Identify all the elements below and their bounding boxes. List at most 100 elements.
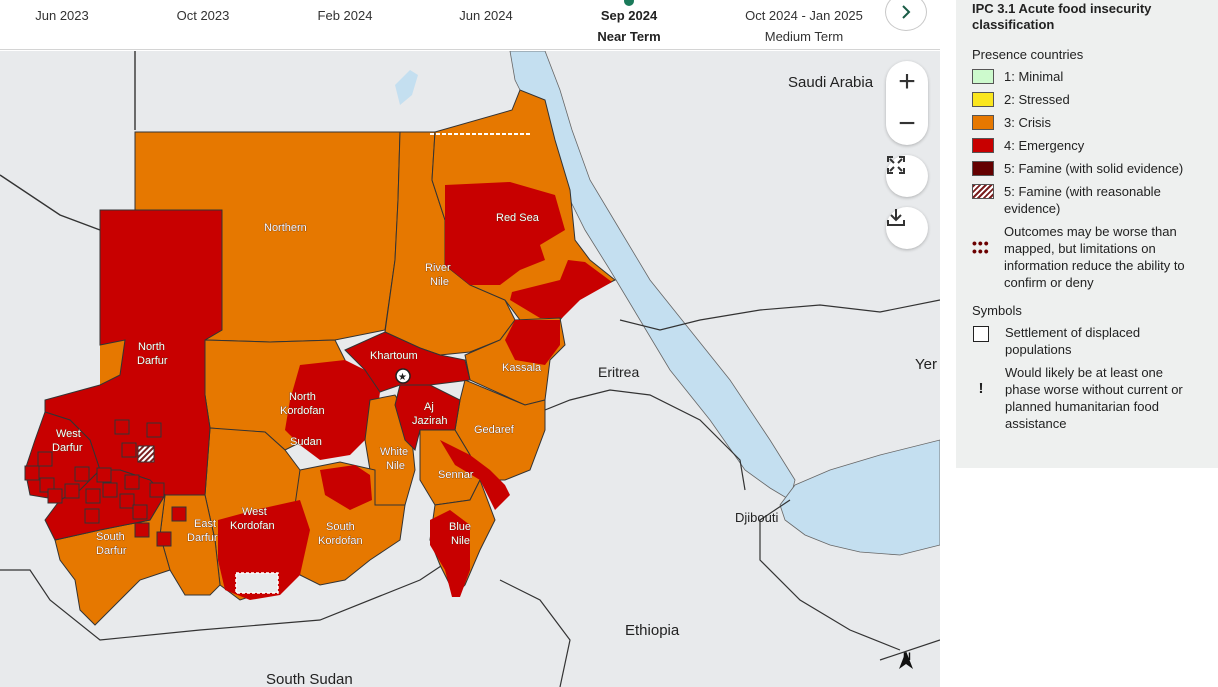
region-north-kordofan-red xyxy=(285,360,380,460)
timeline-bar: Jun 2023 Oct 2023 Feb 2024 Jun 2024 Sep … xyxy=(0,0,940,50)
timeline-label: Jun 2024 xyxy=(459,8,513,23)
north-arrow: N xyxy=(898,651,916,669)
label-west-darfur-1: West xyxy=(56,428,81,440)
timeline-next-button[interactable] xyxy=(885,0,927,31)
swatch-crisis xyxy=(972,115,994,130)
swatch-stressed xyxy=(972,92,994,107)
timeline-item-jun-2023[interactable]: Jun 2023 xyxy=(0,8,132,23)
region-sk-red xyxy=(320,465,372,510)
timeline-label: Oct 2024 - Jan 2025 xyxy=(745,8,863,23)
label-west-kordofan-1: West xyxy=(242,506,267,518)
zoom-controls: + − xyxy=(886,61,928,145)
legend-label: Outcomes may be worse than mapped, but l… xyxy=(1004,224,1185,290)
legend-label: 2: Stressed xyxy=(1004,92,1070,107)
chevron-right-icon xyxy=(902,5,911,19)
download-button[interactable] xyxy=(886,207,928,249)
fullscreen-button[interactable] xyxy=(886,155,928,197)
timeline-item-jun-2024[interactable]: Jun 2024 xyxy=(416,8,556,23)
legend-label: Settlement of displaced populations xyxy=(1005,325,1141,357)
settlement-markers xyxy=(24,419,187,547)
legend-label: 3: Crisis xyxy=(1004,115,1051,130)
label-south-darfur-2: Darfur xyxy=(96,545,127,557)
label-river-nile-1: River xyxy=(425,262,451,274)
label-northern: Northern xyxy=(264,222,307,234)
legend-label: 5: Famine (with solid evidence) xyxy=(1004,161,1184,176)
legend-label: 4: Emergency xyxy=(1004,138,1085,153)
timeline-current-marker xyxy=(624,0,634,6)
no-data-area-1 xyxy=(235,572,279,594)
label-blue-nile-2: Nile xyxy=(451,535,470,547)
label-south-kordofan-1: South xyxy=(326,521,355,533)
label-gedaref: Gedaref xyxy=(474,424,515,436)
fullscreen-icon xyxy=(887,156,905,174)
region-north-darfur-orange xyxy=(100,340,125,385)
label-south-darfur-1: South xyxy=(96,531,125,543)
swatch-famine-hatch xyxy=(972,184,994,199)
label-aj-jazirah-1: Aj xyxy=(424,401,434,413)
timeline-label: Jun 2023 xyxy=(35,8,89,23)
swatch-famine-solid xyxy=(972,161,994,176)
timeline-item-oct-2024-jan-2025[interactable]: Oct 2024 - Jan 2025 Medium Term xyxy=(734,8,874,44)
legend-item-settlement: Settlement of displaced populations xyxy=(972,324,1202,358)
timeline-sublabel: Medium Term xyxy=(764,29,844,44)
legend-item-stressed: 2: Stressed xyxy=(972,91,1202,108)
legend-item-assistance: ! Would likely be at least one phase wor… xyxy=(972,364,1202,432)
download-icon xyxy=(887,209,905,226)
label-khartoum: Khartoum xyxy=(370,350,418,362)
region-kassala-red xyxy=(505,320,560,365)
timeline-label: Feb 2024 xyxy=(317,8,373,23)
label-saudi-arabia: Saudi Arabia xyxy=(788,74,874,91)
label-south-kordofan-2: Kordofan xyxy=(318,535,363,547)
capital-star-icon xyxy=(395,368,411,384)
legend-presence-heading: Presence countries xyxy=(972,47,1084,62)
zoom-in-button[interactable]: + xyxy=(898,65,916,98)
legend-item-minimal: 1: Minimal xyxy=(972,68,1202,85)
label-east-darfur-2: Darfur xyxy=(187,532,218,544)
legend-label: 5: Famine (with reasonable evidence) xyxy=(1004,184,1161,216)
label-south-sudan: South Sudan xyxy=(266,671,353,687)
timeline-label: Sep 2024 xyxy=(600,8,658,23)
label-sudan: Sudan xyxy=(290,436,322,448)
region-red-sea-red xyxy=(445,182,565,285)
legend-symbols-heading: Symbols xyxy=(972,303,1022,318)
timeline-item-sep-2024[interactable]: Sep 2024 Near Term xyxy=(559,8,699,44)
legend-item-outcomes: ••• ••• Outcomes may be worse than mapped… xyxy=(972,223,1202,291)
region-sennar-red xyxy=(440,440,510,510)
timeline-item-feb-2024[interactable]: Feb 2024 xyxy=(275,8,415,23)
label-white-nile-2: Nile xyxy=(386,460,405,472)
region-khartoum xyxy=(344,331,471,393)
zoom-out-button[interactable]: − xyxy=(898,107,916,140)
label-djibouti: Djibouti xyxy=(735,510,778,525)
legend-label: Would likely be at least one phase worse… xyxy=(1005,365,1183,431)
legend-item-crisis: 3: Crisis xyxy=(972,114,1202,131)
label-eritrea: Eritrea xyxy=(598,364,639,380)
north-arrow-icon xyxy=(899,651,913,669)
label-red-sea: Red Sea xyxy=(496,212,540,224)
label-north-kordofan-2: Kordofan xyxy=(280,405,325,417)
timeline-sublabel: Near Term xyxy=(597,29,661,44)
map-svg: ★ Northern Red Sea River Nile North Darf… xyxy=(0,51,940,687)
legend-item-famine-reasonable: 5: Famine (with reasonable evidence) xyxy=(972,183,1202,217)
label-west-kordofan-2: Kordofan xyxy=(230,520,275,532)
swatch-emergency xyxy=(972,138,994,153)
settlement-icon xyxy=(973,326,989,342)
label-yemen: Yer xyxy=(915,356,937,373)
timeline-item-oct-2023[interactable]: Oct 2023 xyxy=(133,8,273,23)
dots-icon: ••• ••• xyxy=(972,235,990,259)
legend-item-emergency: 4: Emergency xyxy=(972,137,1202,154)
region-aj-jazirah xyxy=(394,384,461,451)
legend-panel: IPC 3.1 Acute food insecurity classifica… xyxy=(956,0,1218,468)
timeline-label: Oct 2023 xyxy=(176,8,230,23)
legend-title: IPC 3.1 Acute food insecurity classifica… xyxy=(972,1,1152,32)
legend-item-famine-solid: 5: Famine (with solid evidence) xyxy=(972,160,1202,177)
gulf-of-aden-water xyxy=(779,439,940,556)
region-red-sea-red-2 xyxy=(510,260,612,318)
label-north-kordofan-1: North xyxy=(289,391,316,403)
map-canvas[interactable]: ★ Northern Red Sea River Nile North Darf… xyxy=(0,51,940,687)
lake-shape xyxy=(395,70,418,105)
exclamation-icon: ! xyxy=(978,380,984,397)
label-west-darfur-2: Darfur xyxy=(52,442,83,454)
label-aj-jazirah-2: Jazirah xyxy=(412,415,447,427)
label-blue-nile-1: Blue xyxy=(449,521,471,533)
